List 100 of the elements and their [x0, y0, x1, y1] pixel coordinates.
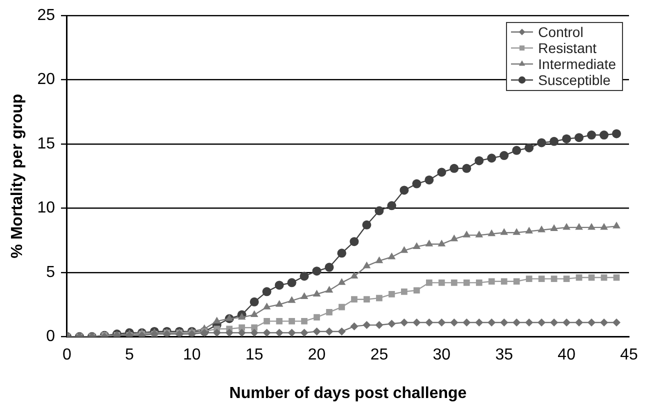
x-tick-label: 20	[308, 346, 326, 364]
point	[562, 222, 570, 230]
point	[563, 276, 570, 282]
x-tick-label: 15	[245, 346, 264, 364]
point	[550, 136, 559, 146]
point	[338, 327, 346, 336]
point	[500, 151, 509, 160]
point	[350, 237, 359, 246]
point	[351, 296, 358, 303]
x-tick-label: 35	[495, 346, 514, 364]
point	[612, 222, 620, 228]
point	[588, 222, 596, 230]
point	[513, 278, 520, 285]
point	[388, 291, 395, 298]
point	[275, 328, 284, 337]
point	[437, 168, 446, 177]
point	[312, 327, 321, 336]
point	[462, 164, 472, 173]
point	[362, 321, 371, 330]
point	[575, 222, 583, 230]
point	[337, 248, 346, 258]
point	[450, 164, 459, 173]
point	[438, 279, 445, 286]
point	[338, 278, 346, 285]
point	[600, 222, 608, 230]
point	[526, 276, 532, 282]
point	[426, 279, 432, 286]
point	[287, 278, 296, 288]
y-tick-label: 25	[37, 7, 56, 24]
point	[562, 134, 572, 144]
y-tick-label: 0	[46, 328, 56, 346]
point	[364, 296, 370, 303]
point	[438, 240, 446, 246]
point	[262, 328, 271, 337]
point	[274, 280, 284, 290]
point	[312, 266, 322, 276]
point	[538, 226, 546, 232]
point	[500, 228, 508, 235]
point	[463, 279, 470, 286]
legend-label: Control	[538, 24, 584, 40]
point	[388, 320, 396, 328]
point	[362, 220, 372, 230]
point	[225, 314, 234, 321]
point	[538, 276, 545, 282]
point	[550, 224, 558, 231]
x-tick-label: 40	[558, 346, 576, 364]
point	[401, 288, 408, 295]
legend-label: Intermediate	[538, 56, 616, 72]
point	[412, 318, 421, 326]
x-axis-title: Number of days post challenge	[229, 384, 467, 402]
y-axis-title: % Mortality per group	[9, 94, 26, 258]
point	[314, 314, 320, 321]
x-tick-label: 45	[620, 346, 638, 364]
point	[276, 318, 282, 324]
point	[538, 318, 546, 326]
point	[537, 138, 546, 148]
point	[487, 154, 496, 163]
y-tick-label: 5	[46, 264, 56, 281]
point	[562, 318, 571, 326]
point	[575, 318, 584, 326]
point	[212, 328, 221, 337]
point	[438, 318, 446, 326]
point	[612, 129, 622, 138]
point	[587, 130, 596, 140]
point	[376, 294, 382, 302]
point	[488, 318, 496, 326]
point	[238, 312, 246, 320]
point	[362, 261, 371, 268]
point	[375, 321, 384, 330]
point	[400, 186, 409, 195]
point	[301, 318, 308, 324]
point	[288, 296, 296, 303]
point	[450, 318, 458, 326]
point	[375, 256, 384, 264]
point	[388, 252, 396, 260]
point	[450, 234, 458, 242]
point	[550, 318, 558, 326]
point	[475, 230, 484, 238]
point	[250, 297, 259, 306]
x-tick-label: 25	[370, 346, 388, 364]
point	[462, 230, 471, 238]
point	[425, 240, 434, 246]
point	[400, 318, 408, 326]
point	[312, 290, 321, 296]
point	[500, 318, 508, 326]
point	[600, 318, 608, 326]
point	[500, 278, 508, 285]
point	[288, 318, 295, 324]
point	[326, 309, 332, 316]
y-tick-label: 20	[37, 71, 56, 88]
x-tick-label: 30	[432, 346, 451, 364]
point	[225, 328, 234, 337]
point	[250, 328, 258, 337]
point	[612, 318, 621, 326]
point	[350, 322, 358, 330]
point	[588, 318, 596, 326]
point	[512, 146, 522, 155]
point	[462, 318, 471, 326]
point	[475, 318, 484, 326]
point	[350, 272, 358, 278]
